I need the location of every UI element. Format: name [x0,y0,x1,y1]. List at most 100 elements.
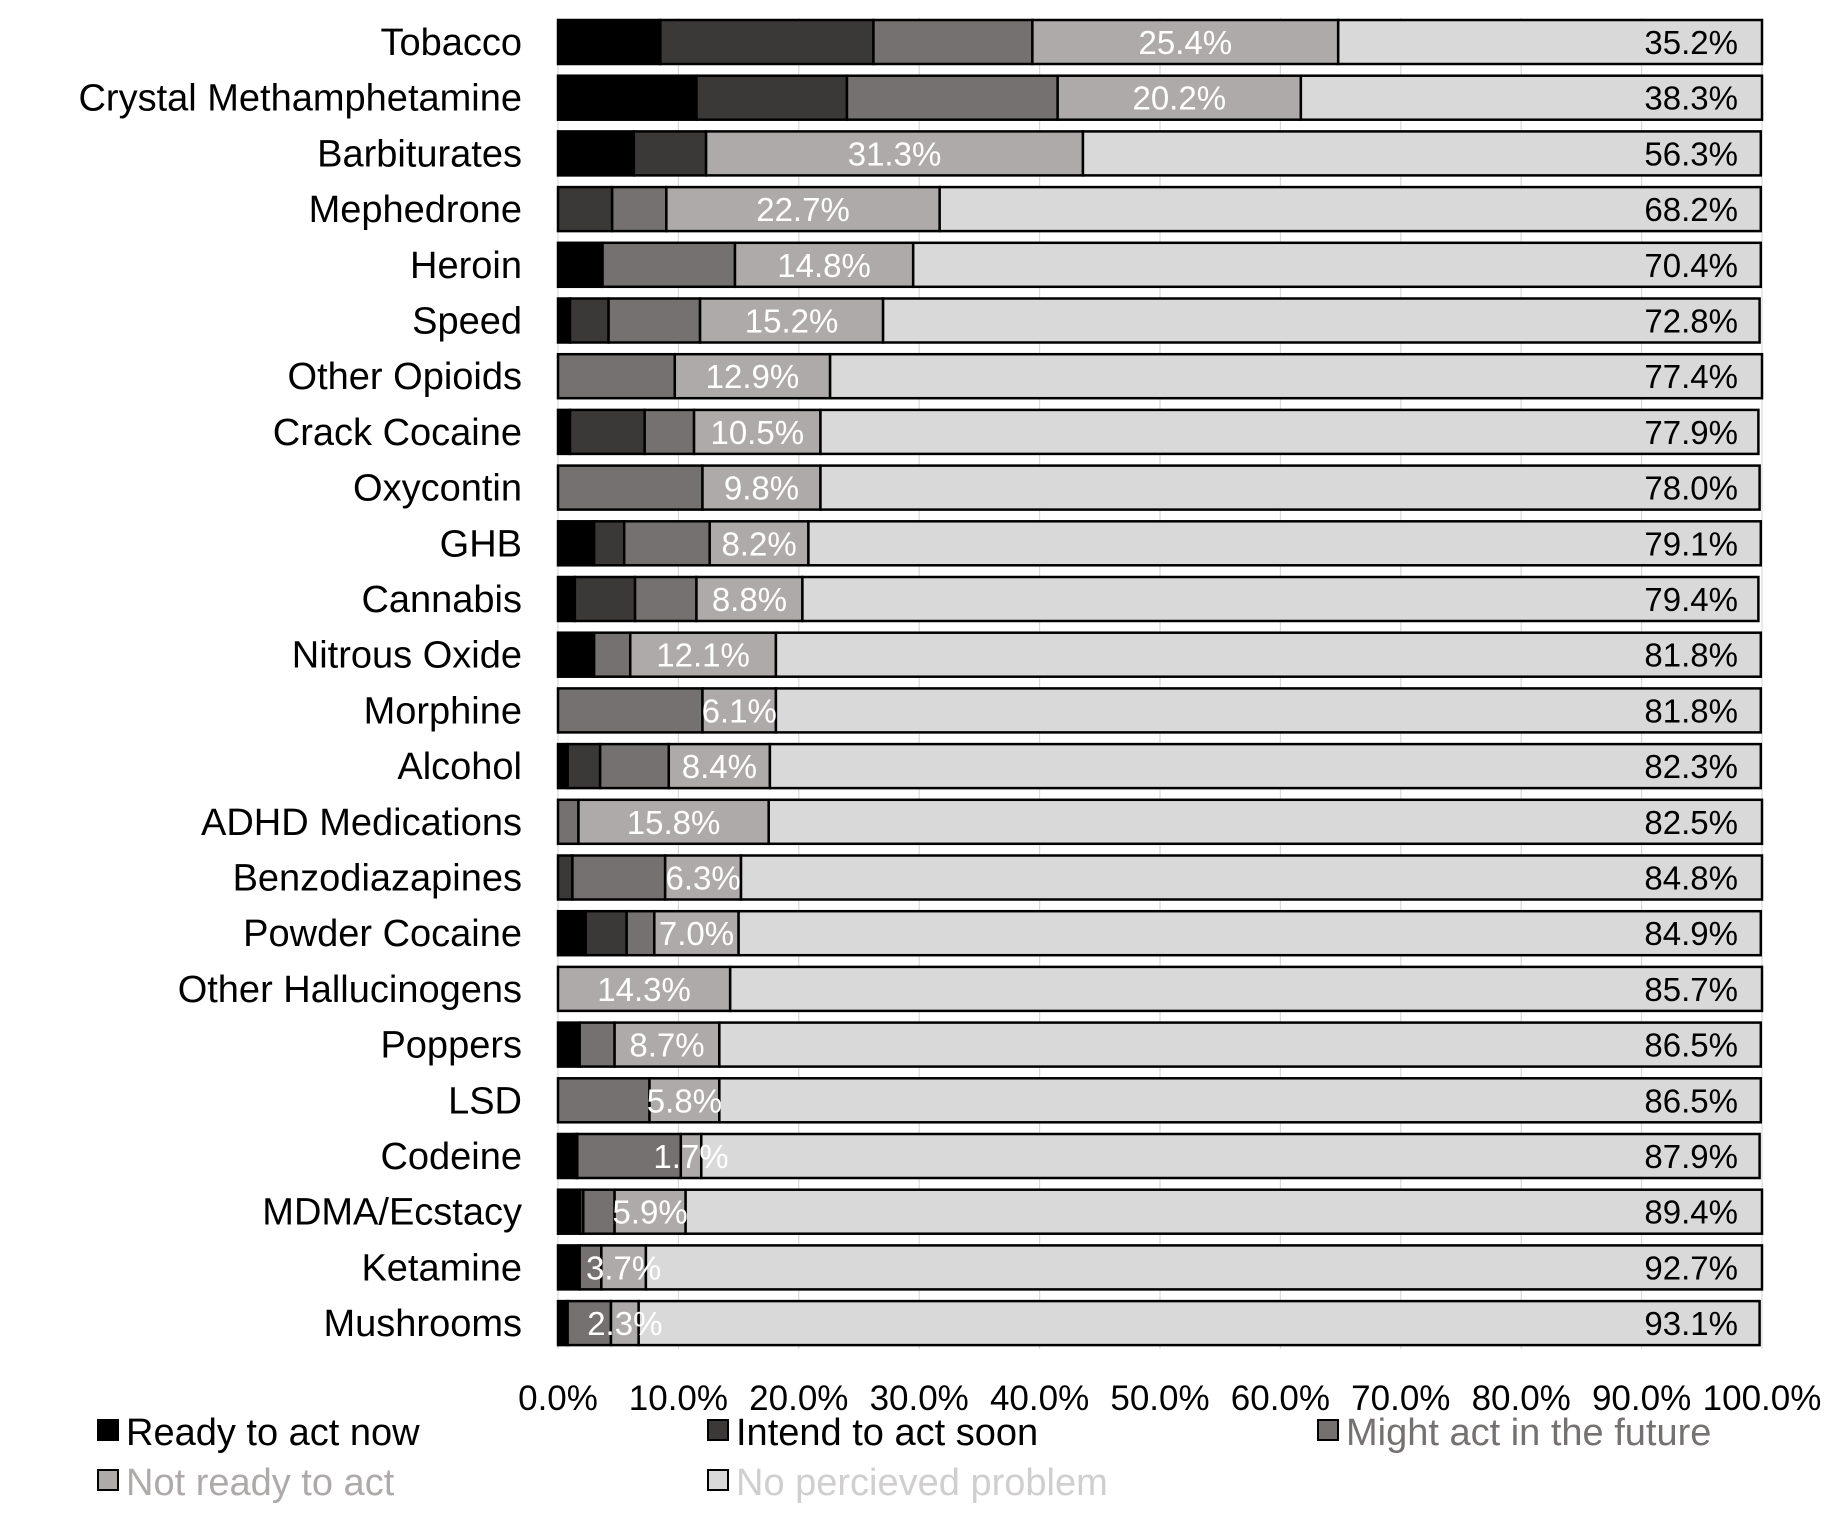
data-label-not-ready: 14.8% [777,247,871,284]
data-label-not-ready: 8.7% [629,1027,704,1064]
bar-segment-not-ready-to-act [1031,18,1340,66]
legend-swatch-not-ready-to-act [97,1469,119,1491]
bar-segment-might-act-in-the-future [633,575,698,623]
bar-segment-not-ready-to-act [673,352,832,400]
category-label: Crystal Methamphetamine [78,78,522,120]
data-label-no-problem: 86.5% [1644,1082,1738,1119]
x-axis-tick-labels: 0.0% 10.0% 20.0% 30.0% 40.0% 50.0% 60.0% 70.0% 8… [518,1379,1821,1418]
x-tick-label: 80.0% [1472,1379,1571,1418]
bar-segment-not-ready-to-act [600,1244,648,1291]
data-label-no-problem: 87.9% [1644,1138,1738,1175]
bar-segment-might-act-in-the-future [566,1299,613,1347]
data-label-not-ready: 31.3% [848,135,942,172]
data-label-no-problem: 70.4% [1644,247,1738,284]
bar-segment-intend-to-act-soon [592,520,626,567]
bar-segment-ready-to-act-now [556,1021,581,1068]
legend-swatch-ready-to-act-now [97,1419,119,1441]
data-label-no-problem: 84.8% [1644,860,1738,897]
category-label: Crack Cocaine [273,412,522,454]
data-label-no-problem: 93.1% [1644,1305,1738,1342]
category-label: Other Hallucinogens [178,969,522,1011]
data-label-no-problem: 92.7% [1644,1249,1738,1286]
category-label: Tobacco [380,22,522,64]
category-label: LSD [448,1080,522,1122]
bar-segment-intend-to-act-soon [695,74,849,121]
bar-segment-might-act-in-the-future [607,297,702,344]
bar-segment-ready-to-act-now [556,74,698,121]
bar-segment-no-percieved-problem [911,241,1763,289]
bar-segment-might-act-in-the-future [601,241,737,289]
bar-segment-not-ready-to-act [701,464,822,511]
bar-segment-ready-to-act-now [556,520,596,567]
category-label: Mephedrone [309,189,522,231]
data-label-no-problem: 81.8% [1644,637,1738,674]
data-label-not-ready: 15.8% [627,804,721,841]
bar-segment-not-ready-to-act [733,241,915,289]
bar-segment-intend-to-act-soon [659,18,875,66]
bar-segment-ready-to-act-now [556,909,587,957]
data-label-not-ready: 3.7% [586,1249,661,1286]
data-label-no-problem: 56.3% [1644,135,1738,172]
bar-segment-might-act-in-the-future [872,18,1034,66]
data-label-not-ready: 9.8% [724,470,799,507]
category-label: Alcohol [397,746,522,788]
bar-segment-no-percieved-problem [1081,130,1763,177]
bar-segment-might-act-in-the-future [845,74,1059,121]
data-label-no-problem: 79.4% [1644,581,1738,618]
bar-segment-might-act-in-the-future [556,687,704,734]
legend-label-not-ready-to-act: Not ready to act [126,1462,395,1504]
category-label: Nitrous Oxide [292,635,522,677]
bar-segment-intend-to-act-soon [584,909,628,957]
legend-swatch-no-percieved-problem [707,1469,729,1491]
x-tick-label: 50.0% [1110,1379,1209,1418]
x-tick-label: 10.0% [629,1379,728,1418]
bar-segment-no-percieved-problem [828,352,1764,400]
bar-segment-might-act-in-the-future [592,631,632,678]
data-label-no-problem: 72.8% [1644,303,1738,340]
category-label: Powder Cocaine [243,913,522,955]
category-label: ADHD Medications [201,802,522,844]
legend-label-intend-to-act-soon: Intend to act soon [736,1412,1038,1454]
bar-segment-might-act-in-the-future [578,1021,616,1068]
category-label: Poppers [380,1025,522,1067]
bar-segment-no-percieved-problem [718,1077,1763,1124]
category-label: Heroin [410,245,522,287]
bar-segment-not-ready-to-act [667,742,772,790]
bar-segment-ready-to-act-now [556,297,572,344]
bar-segment-no-percieved-problem [767,798,1764,846]
bar-segment-no-percieved-problem [1336,18,1764,66]
data-label-not-ready: 12.1% [656,637,750,674]
bar-segment-intend-to-act-soon [632,130,708,177]
x-tick-label: 70.0% [1351,1379,1450,1418]
x-tick-label: 30.0% [870,1379,969,1418]
bar-segment-no-percieved-problem [938,185,1763,233]
category-label: Morphine [364,690,522,732]
bar-segment-ready-to-act-now [556,1188,581,1235]
bar-segment-not-ready-to-act [704,130,1085,177]
data-label-no-problem: 38.3% [1644,80,1738,117]
category-labels: Tobacco Crystal Methamphetamine Barbiturat… [78,22,522,1345]
category-label: Benzodiazapines [233,858,522,900]
x-tick-label: 100.0% [1703,1379,1822,1418]
legend-swatch-might-act-in-the-future [1317,1419,1339,1441]
legend-label-no-percieved-problem: No percieved problem [736,1462,1108,1504]
data-label-not-ready: 8.8% [712,581,787,618]
bar-segment-intend-to-act-soon [568,297,610,344]
bar-segment-might-act-in-the-future [571,854,667,901]
bar-segment-ready-to-act-now [556,18,662,66]
bar-segment-not-ready-to-act [698,297,885,344]
data-label-not-ready: 1.7% [653,1138,728,1175]
data-label-no-problem: 35.2% [1644,24,1738,61]
data-label-not-ready: 5.9% [612,1194,687,1231]
x-tick-label: 60.0% [1231,1379,1330,1418]
data-label-not-ready: 7.0% [659,915,734,952]
category-label: Codeine [380,1136,522,1178]
bar-segment-ready-to-act-now [556,130,636,177]
bar-segment-no-percieved-problem [684,1188,1764,1235]
bar-segment-might-act-in-the-future [625,909,656,957]
data-label-not-ready: 6.1% [702,692,777,729]
data-label-no-problem: 68.2% [1644,191,1738,228]
data-label-no-problem: 89.4% [1644,1194,1738,1231]
bar-segment-ready-to-act-now [556,241,604,289]
